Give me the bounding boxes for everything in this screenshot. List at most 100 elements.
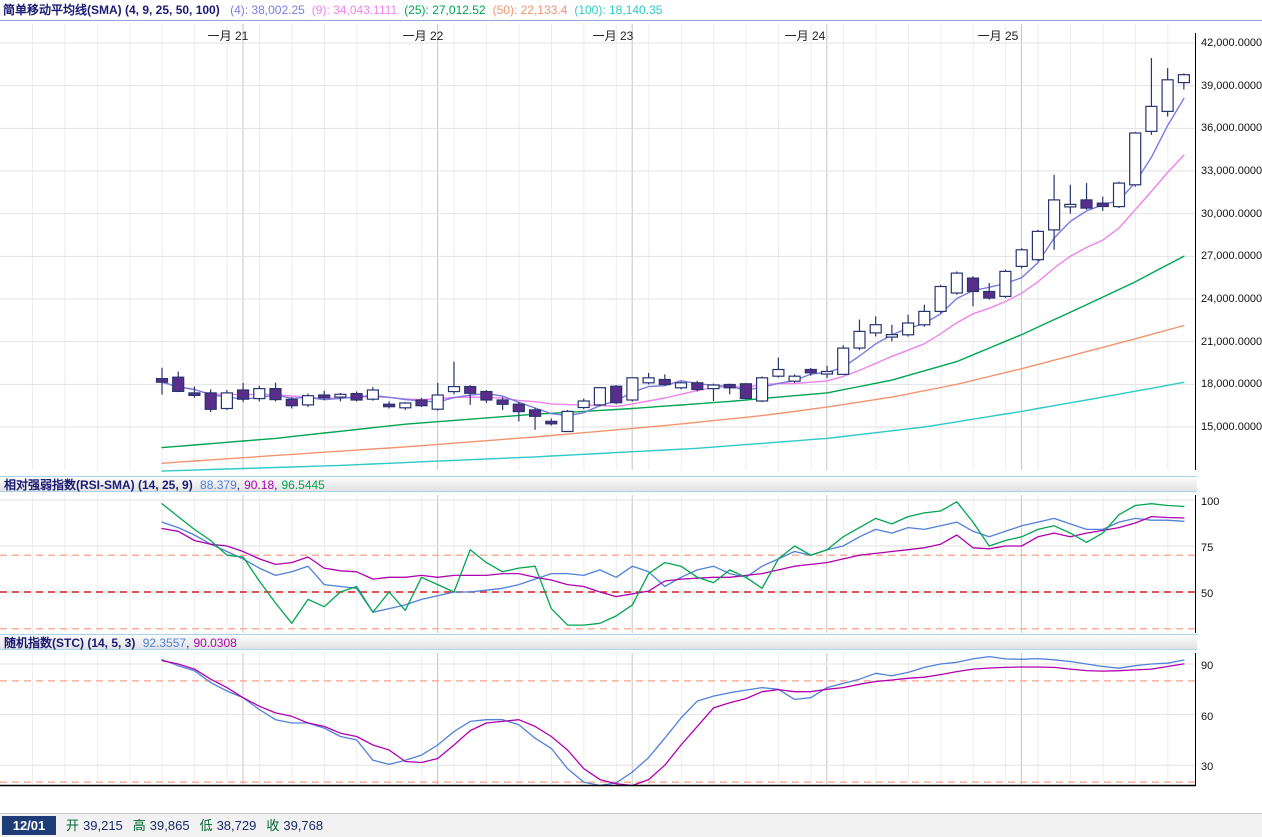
candle [415, 399, 428, 407]
candlestick-chart-canvas[interactable] [0, 22, 1197, 477]
sma-line-0 [161, 381, 1185, 472]
candle [301, 395, 315, 406]
candle [285, 398, 298, 407]
stc-chart-canvas[interactable] [0, 653, 1197, 787]
candle [447, 386, 461, 393]
price-label: 33,000.0000 [1201, 164, 1262, 177]
candle [610, 385, 623, 404]
stc-k-line [161, 655, 1185, 787]
candle [707, 384, 720, 390]
ohlc-value: 39,215 [83, 818, 123, 833]
date-label: 一月 24 [784, 29, 826, 43]
sma-line-4 [161, 97, 1185, 417]
candle [464, 386, 477, 394]
candle [350, 393, 363, 401]
candle [983, 290, 996, 299]
candle [999, 270, 1012, 297]
candle [545, 420, 558, 425]
sma-value-50: (50): 22,133.4 [492, 3, 568, 17]
candle [658, 378, 671, 386]
candle [837, 347, 850, 376]
ohlc-value: 38,729 [216, 818, 257, 833]
price-label: 27,000.0000 [1201, 250, 1262, 263]
ohlc-value: 39,768 [283, 818, 324, 833]
rsi-title: 相对强弱指数(RSI-SMA) (14, 25, 9) [4, 478, 193, 492]
sma-value-100: (100): 18,140.35 [574, 3, 663, 17]
ohlc-value: 39,865 [149, 818, 190, 833]
candle [1096, 202, 1109, 208]
rsi-tick-label: 75 [1201, 542, 1214, 554]
candle [1015, 249, 1028, 268]
candle [885, 334, 899, 338]
candle [512, 403, 525, 413]
candle [626, 377, 639, 401]
candle [642, 377, 655, 384]
indicator-value: 96.5445 [281, 478, 325, 492]
indicator-value: 90.0308 [193, 636, 237, 650]
rsi-25-line [161, 515, 1185, 598]
candle [1031, 230, 1045, 261]
sma-value-9: (9): 34,043.1111 [311, 3, 398, 17]
candle [1080, 199, 1093, 209]
candle [1047, 199, 1061, 231]
stc-values: 92.3557, 90.0308 [139, 636, 237, 650]
candle [853, 330, 866, 349]
candle [496, 399, 509, 405]
sma-line-2 [161, 255, 1185, 449]
candles [155, 58, 1191, 433]
separator: , [186, 636, 190, 650]
rsi-chart-canvas[interactable] [0, 495, 1197, 633]
rsi-tick-label: 50 [1201, 588, 1214, 600]
candle [723, 383, 736, 389]
candle [383, 403, 396, 408]
rsi-14-line [161, 517, 1185, 613]
candle [480, 391, 493, 401]
candle [561, 410, 574, 433]
stc-tick-label: 30 [1201, 761, 1214, 774]
stc-panel-header[interactable]: 随机指数(STC) (14, 5, 3) 92.3557, 90.0308 [0, 634, 1197, 650]
candle [1145, 105, 1158, 133]
price-label: 18,000.0000 [1201, 378, 1262, 391]
candle [431, 394, 444, 410]
rsi-tick-label: 100 [1201, 496, 1220, 508]
candle [1161, 79, 1174, 113]
candle [155, 378, 169, 383]
candle [188, 392, 201, 396]
sma-header-bar[interactable]: 简单移动平均线(SMA) (4, 9, 25, 50, 100) (4): 38… [0, 0, 1262, 21]
indicator-value: 88.379 [200, 478, 237, 492]
date-label: 一月 23 [592, 29, 634, 43]
candle [269, 388, 282, 401]
date-label: 一月 25 [977, 29, 1019, 43]
candle [1129, 132, 1142, 186]
rsi-values: 88.379, 90.18, 96.5445 [196, 478, 325, 492]
candle [901, 322, 915, 336]
separator: , [236, 478, 241, 492]
footer-ohlc-fields: 开 39,215 高 39,865 低 38,729 收 39,768 [66, 814, 333, 837]
price-label: 30,000.0000 [1201, 207, 1262, 220]
sma-series-values: (4): 38,002.25 (9): 34,043.1111 (25): 27,0… [223, 3, 662, 17]
candle [788, 375, 801, 382]
stc-tick-label: 60 [1201, 710, 1214, 723]
price-label: 15,000.0000 [1201, 420, 1262, 433]
candle [1112, 182, 1126, 208]
rsi-panel-header[interactable]: 相对强弱指数(RSI-SMA) (14, 25, 9) 88.379, 90.18… [0, 476, 1197, 492]
sma-value-4: (4): 38,002.25 [230, 3, 305, 17]
candle [593, 387, 607, 406]
stc-tick-label: 90 [1201, 660, 1214, 672]
indicator-value: 90.18 [244, 478, 275, 492]
price-label: 36,000.0000 [1201, 122, 1262, 135]
price-label: 24,000.0000 [1201, 292, 1262, 305]
candle [755, 377, 769, 402]
sma-line-3 [161, 154, 1185, 408]
candle [966, 277, 980, 293]
indicator-value: 92.3557 [142, 636, 187, 650]
candle [204, 392, 217, 410]
ohlc-label: 高 [132, 818, 146, 833]
candle [237, 389, 250, 400]
candle [318, 394, 331, 399]
candle [918, 310, 931, 326]
candle [950, 272, 963, 294]
candle [253, 388, 266, 400]
candle [674, 382, 688, 389]
candle [869, 324, 882, 334]
